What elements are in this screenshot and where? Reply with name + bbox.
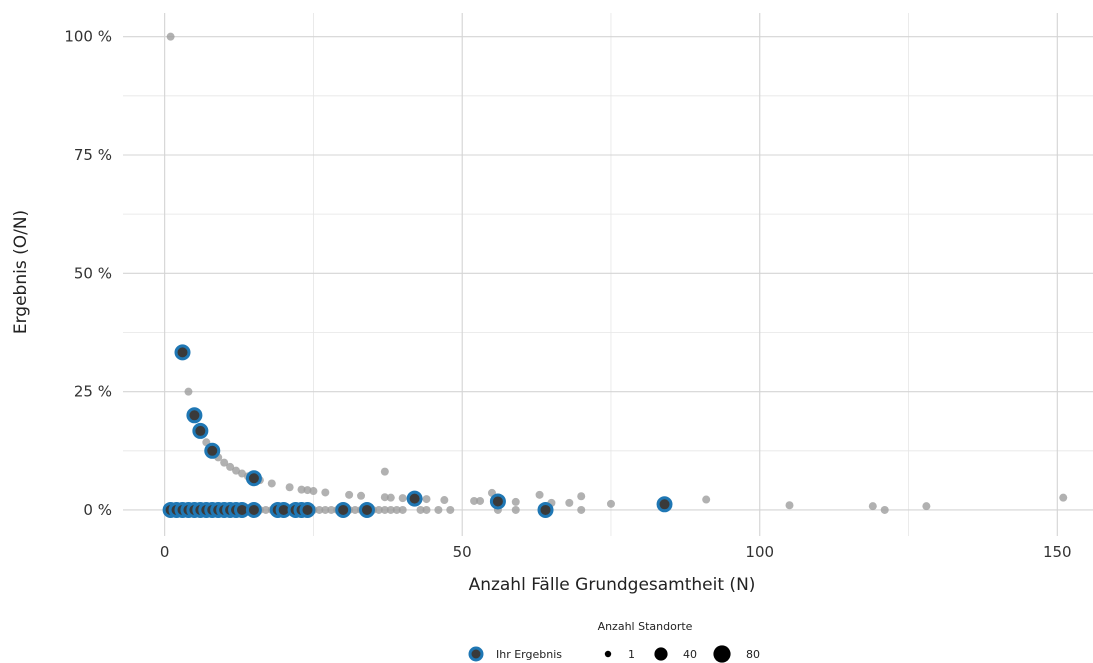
data-point — [1059, 493, 1068, 502]
data-point — [702, 495, 711, 504]
highlight-point — [335, 501, 352, 518]
data-point — [577, 492, 586, 501]
data-point — [315, 505, 324, 514]
data-point — [606, 499, 615, 508]
x-tick-label: 50 — [453, 543, 472, 561]
legend-size-marker-80 — [713, 645, 731, 663]
data-point — [511, 505, 520, 514]
data-point — [184, 387, 193, 396]
data-point — [868, 502, 877, 511]
data-point — [535, 490, 544, 499]
data-point — [880, 505, 889, 514]
data-point — [321, 505, 330, 514]
legend-size-title: Anzahl Standorte — [598, 620, 693, 633]
data-point — [380, 493, 389, 502]
highlight-point — [358, 501, 375, 518]
legend-highlight-label: Ihr Ergebnis — [496, 648, 562, 661]
data-point — [238, 469, 247, 478]
y-axis-ticks: 0 % 25 % 50 % 75 % 100 % — [64, 28, 112, 519]
data-point — [434, 505, 443, 514]
highlight-point — [489, 493, 506, 510]
x-tick-label: 100 — [745, 543, 774, 561]
data-point — [416, 505, 425, 514]
data-point — [357, 491, 366, 500]
data-point — [309, 487, 318, 496]
data-point — [220, 458, 229, 467]
legend-size-marker-1 — [604, 650, 612, 658]
legend-size-label-80: 80 — [746, 648, 760, 661]
highlight-point — [656, 496, 673, 513]
highlight-point — [204, 442, 221, 459]
highlight-point — [245, 501, 262, 518]
data-point — [470, 496, 479, 505]
x-axis-title: Anzahl Fälle Grundgesamtheit (N) — [469, 575, 756, 595]
highlight-point — [174, 344, 191, 361]
data-point — [476, 496, 485, 505]
data-point — [380, 467, 389, 476]
data-point — [297, 485, 306, 494]
data-point — [267, 479, 276, 488]
data-point — [386, 505, 395, 514]
data-point — [303, 486, 312, 495]
data-point — [577, 505, 586, 514]
data-point — [398, 505, 407, 514]
data-point — [232, 466, 241, 475]
y-tick-label: 25 % — [74, 383, 112, 401]
y-tick-label: 75 % — [74, 146, 112, 164]
y-tick-label: 0 % — [83, 501, 112, 519]
data-point — [374, 505, 383, 514]
data-point — [261, 505, 270, 514]
highlight-point — [537, 501, 554, 518]
data-point — [351, 505, 360, 514]
data-point — [422, 505, 431, 514]
highlight-point — [192, 422, 209, 439]
highlight-point — [299, 501, 316, 518]
data-point — [345, 490, 354, 499]
data-point — [327, 505, 336, 514]
data-point — [922, 502, 931, 511]
data-point — [440, 496, 449, 505]
data-point — [398, 494, 407, 503]
y-tick-label: 100 % — [64, 28, 112, 46]
data-point — [785, 501, 794, 510]
data-point — [511, 497, 520, 506]
legend-size-marker-40 — [654, 647, 668, 661]
highlight-point — [186, 407, 203, 424]
data-point — [565, 498, 574, 507]
highlight-point — [406, 490, 423, 507]
data-point — [392, 505, 401, 514]
data-point — [321, 488, 330, 497]
data-point — [446, 505, 455, 514]
y-tick-label: 50 % — [74, 264, 112, 282]
data-point — [285, 483, 294, 492]
highlight-points — [162, 344, 673, 518]
highlight-point — [245, 470, 262, 487]
legend-highlight-marker — [468, 646, 484, 662]
legend-size-label-1: 1 — [628, 648, 635, 661]
grid — [123, 13, 1093, 536]
data-point — [226, 462, 235, 471]
x-tick-label: 0 — [160, 543, 170, 561]
legend-size-label-40: 40 — [683, 648, 697, 661]
data-point — [380, 505, 389, 514]
legend: Anzahl Standorte Ihr Ergebnis 1 40 80 — [468, 620, 760, 663]
y-axis-title: Ergebnis (O/N) — [11, 210, 31, 334]
data-point — [422, 495, 431, 504]
data-point — [166, 32, 175, 41]
data-point — [386, 493, 395, 502]
x-axis-ticks: 0 50 100 150 — [160, 543, 1072, 561]
x-tick-label: 150 — [1043, 543, 1072, 561]
